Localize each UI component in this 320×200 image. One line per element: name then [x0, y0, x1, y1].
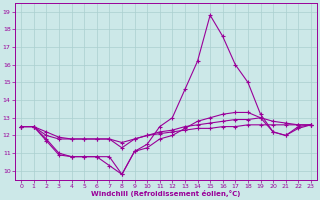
- X-axis label: Windchill (Refroidissement éolien,°C): Windchill (Refroidissement éolien,°C): [91, 190, 241, 197]
